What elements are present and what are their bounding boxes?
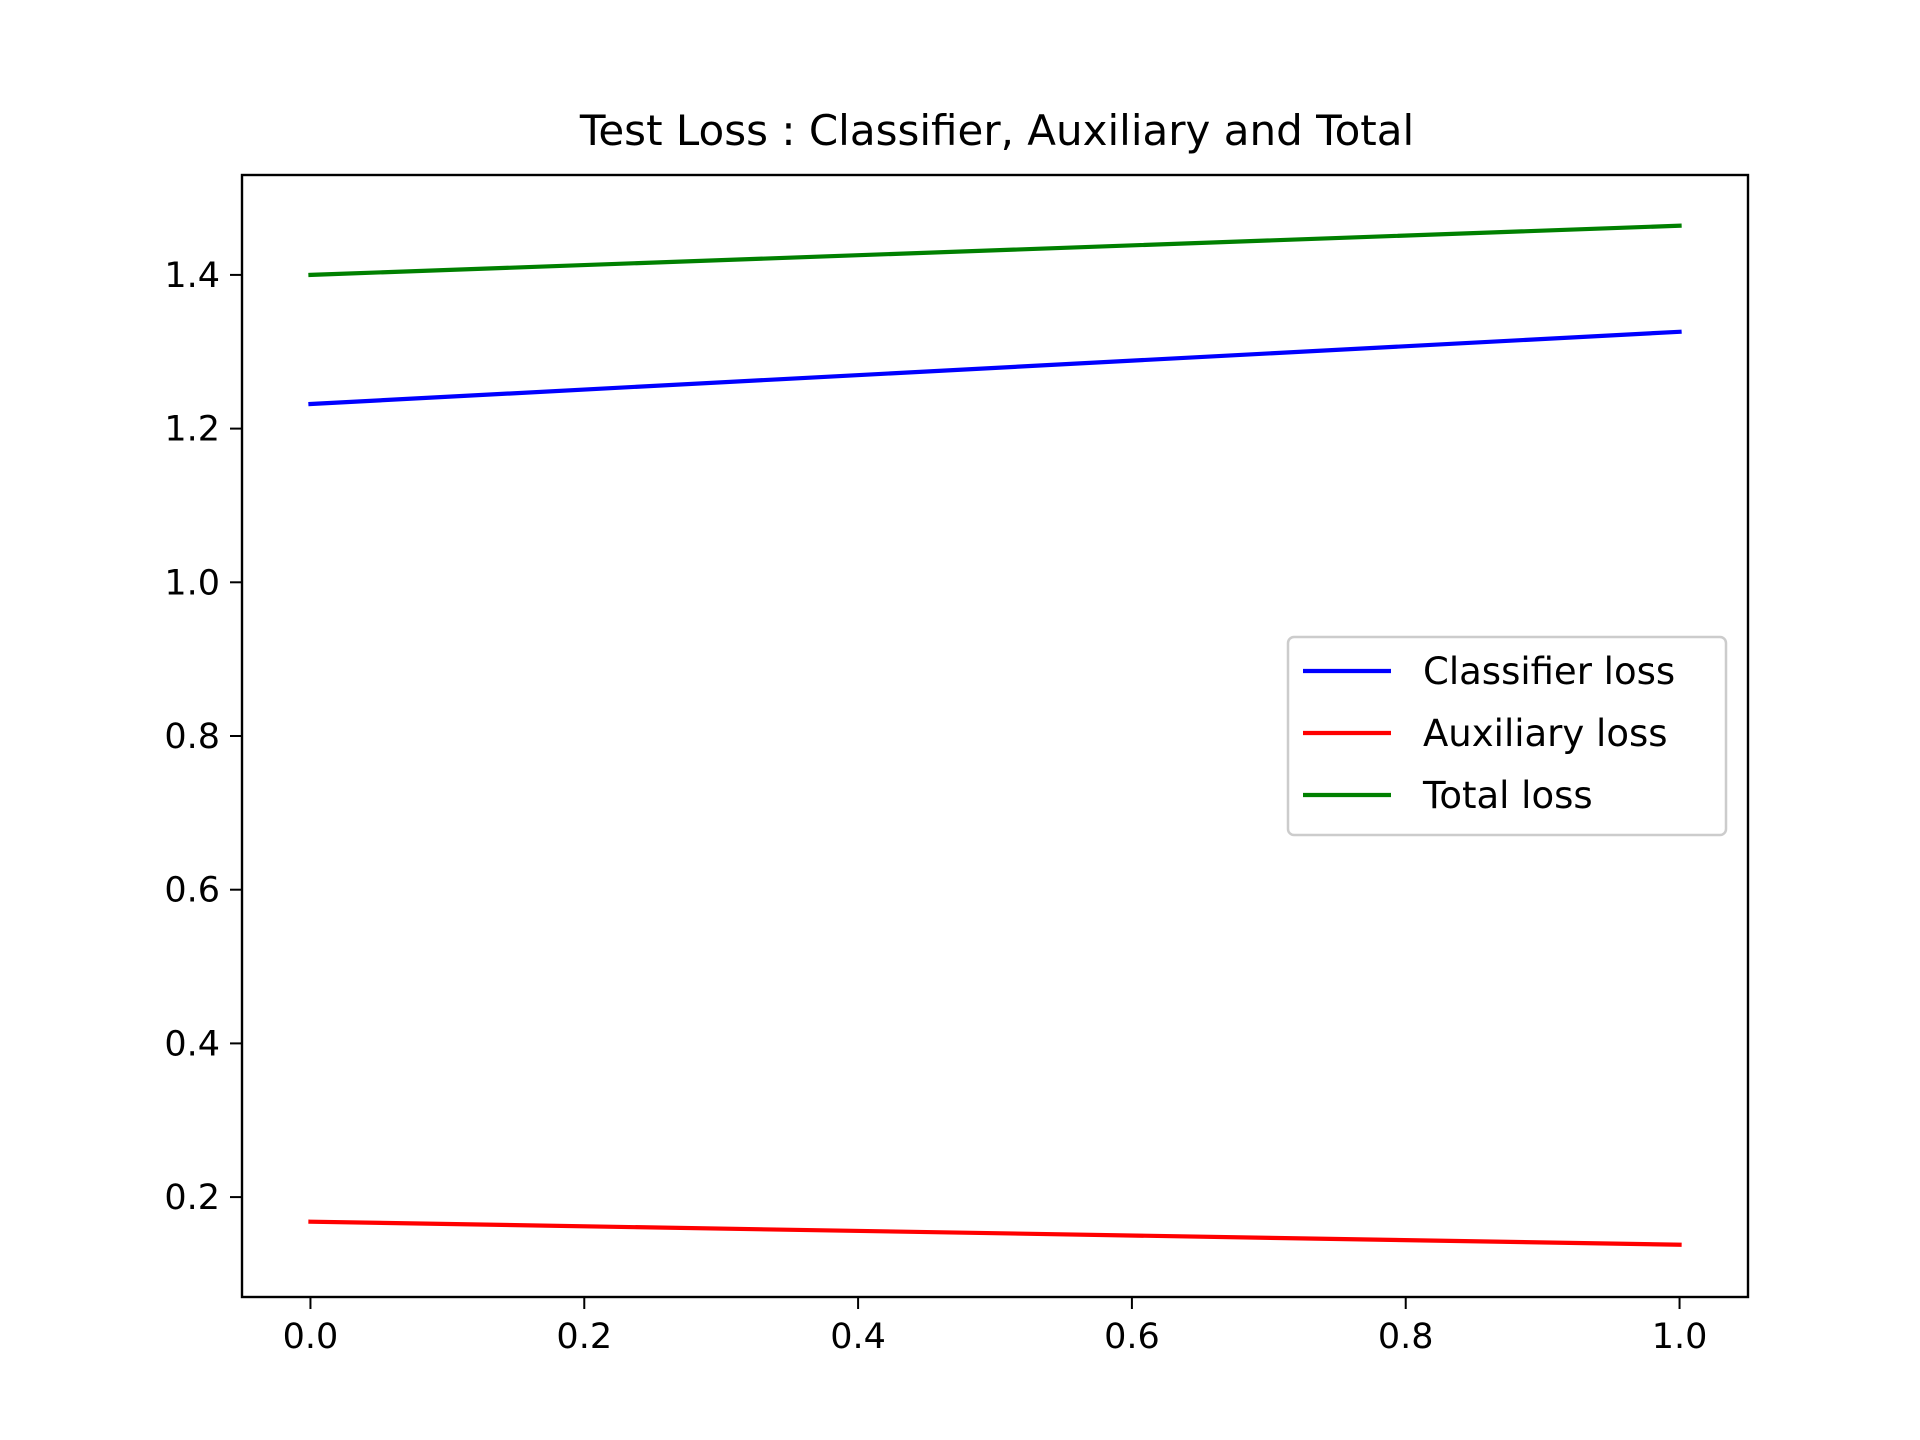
y-tick-label: 1.4 — [164, 256, 220, 296]
x-tick-label: 0.6 — [1104, 1317, 1160, 1357]
legend-box — [1286, 635, 1728, 837]
y-tick-label: 0.2 — [164, 1178, 220, 1218]
plot-frame — [240, 173, 1750, 1299]
x-axis: 0.0 0.2 0.4 0.6 0.8 1.0 — [283, 1297, 1708, 1357]
y-tick-label: 0.8 — [164, 717, 220, 757]
y-axis: 0.2 0.4 0.6 0.8 1.0 1.2 1.4 — [164, 256, 242, 1218]
series-line-total-loss — [308, 223, 1682, 278]
y-tick-label: 1.0 — [164, 563, 220, 603]
legend-label: Classifier loss — [1423, 650, 1675, 693]
x-tick-label: 0.0 — [283, 1317, 339, 1357]
legend: Classifier loss Auxiliary loss Total loss — [1286, 635, 1728, 837]
y-tick-label: 1.2 — [164, 410, 220, 450]
legend-label: Total loss — [1422, 774, 1593, 817]
series-line-classifier-loss — [308, 329, 1682, 407]
series-line-auxiliary-loss — [308, 1219, 1682, 1247]
y-tick-label: 0.6 — [164, 871, 220, 911]
chart-title: Test Loss : Classifier, Auxiliary and To… — [579, 106, 1414, 155]
x-tick-label: 1.0 — [1652, 1317, 1708, 1357]
legend-label: Auxiliary loss — [1423, 712, 1668, 755]
y-tick-label: 0.4 — [164, 1024, 220, 1064]
x-tick-label: 0.4 — [830, 1317, 886, 1357]
x-tick-label: 0.2 — [556, 1317, 612, 1357]
series-lines — [308, 223, 1682, 1247]
x-tick-label: 0.8 — [1378, 1317, 1434, 1357]
